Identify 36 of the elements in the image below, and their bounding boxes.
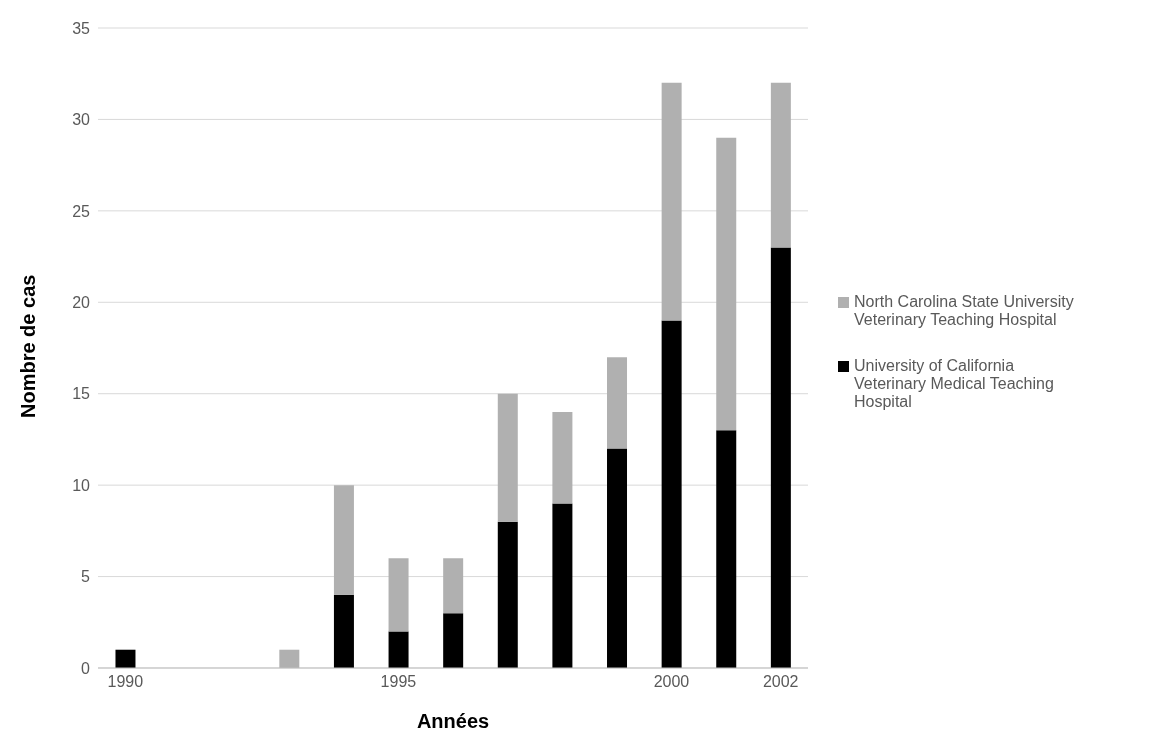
x-tick-label: 2002 (762, 673, 799, 691)
bar (552, 503, 573, 668)
bar (716, 430, 737, 668)
bar (607, 448, 628, 668)
bar (443, 613, 464, 668)
y-tick-label: 20 (72, 293, 91, 311)
bar (552, 412, 573, 504)
bar (661, 82, 682, 321)
x-tick-label: 1995 (380, 673, 417, 691)
bar (661, 320, 682, 668)
y-tick-label: 35 (72, 19, 91, 37)
bar (333, 594, 354, 668)
y-tick-label: 0 (81, 659, 91, 677)
x-tick-label: 1990 (107, 673, 144, 691)
bar (497, 521, 518, 668)
y-tick-label: 10 (72, 476, 91, 494)
legend-label: University of California Veterinary Medical Teaching Hospital (854, 357, 1055, 411)
y-tick-label: 25 (72, 202, 91, 220)
bar (115, 649, 136, 668)
x-axis-title: Années (416, 710, 490, 732)
legend-label: North Carolina State University Veterinary Teaching Hospital (854, 293, 1075, 329)
bar (388, 558, 409, 632)
bar (770, 247, 791, 668)
y-tick-label: 30 (72, 111, 91, 129)
bar (388, 631, 409, 668)
y-axis-title: Nombre de cas (17, 274, 40, 418)
x-tick-label: 2000 (653, 673, 690, 691)
bar (333, 485, 354, 595)
y-tick-label: 15 (72, 385, 91, 403)
bar (497, 393, 518, 522)
bar (716, 137, 737, 431)
bar (770, 82, 791, 248)
bar (607, 357, 628, 449)
y-tick-label: 5 (81, 568, 91, 586)
bar (279, 649, 300, 668)
bar (443, 558, 464, 614)
